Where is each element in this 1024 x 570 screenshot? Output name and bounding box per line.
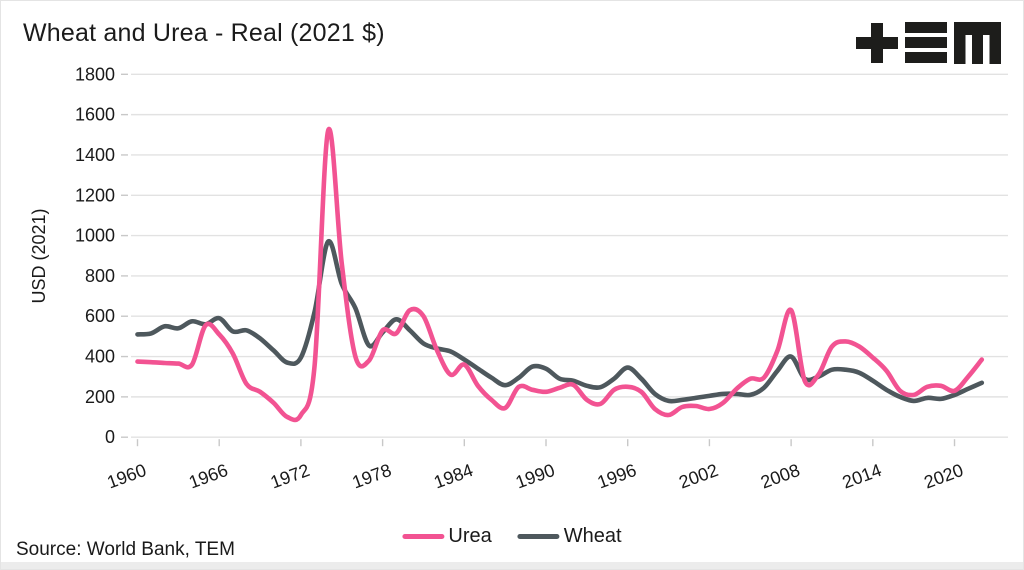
svg-text:800: 800 — [85, 266, 115, 286]
svg-text:1972: 1972 — [268, 460, 312, 492]
source-note: Source: World Bank, TEM — [16, 539, 235, 560]
legend-item-urea: Urea — [402, 525, 492, 548]
bottom-strip — [1, 562, 1023, 569]
svg-text:1990: 1990 — [513, 460, 557, 492]
svg-text:1200: 1200 — [75, 185, 115, 205]
svg-text:1800: 1800 — [75, 64, 115, 84]
svg-text:1960: 1960 — [104, 460, 148, 492]
svg-text:0: 0 — [105, 427, 115, 447]
wheat-line-swatch — [517, 534, 560, 539]
svg-text:1400: 1400 — [75, 145, 115, 165]
svg-text:1984: 1984 — [431, 460, 475, 492]
urea-line-swatch — [402, 534, 445, 539]
chart-title: Wheat and Urea - Real (2021 $) — [23, 19, 385, 47]
svg-text:1966: 1966 — [186, 460, 230, 492]
legend-label-urea: Urea — [448, 525, 492, 547]
svg-text:2008: 2008 — [758, 460, 802, 492]
legend-label-wheat: Wheat — [563, 525, 622, 547]
svg-text:1000: 1000 — [75, 226, 115, 246]
three-bars-icon — [905, 22, 947, 63]
svg-text:2020: 2020 — [921, 460, 965, 492]
svg-text:600: 600 — [85, 306, 115, 326]
tem-logo — [856, 22, 1001, 64]
m-glyph-icon — [954, 22, 1001, 64]
svg-text:USD (2021): USD (2021) — [29, 208, 49, 303]
svg-text:200: 200 — [85, 387, 115, 407]
chart-legend: Urea Wheat — [402, 525, 622, 548]
svg-text:2002: 2002 — [676, 460, 720, 492]
svg-text:2014: 2014 — [840, 460, 884, 492]
svg-text:1978: 1978 — [350, 460, 394, 492]
svg-text:1600: 1600 — [75, 105, 115, 125]
svg-text:1996: 1996 — [595, 460, 639, 492]
legend-item-wheat: Wheat — [517, 525, 622, 548]
svg-text:400: 400 — [85, 347, 115, 367]
plus-icon — [856, 23, 898, 63]
